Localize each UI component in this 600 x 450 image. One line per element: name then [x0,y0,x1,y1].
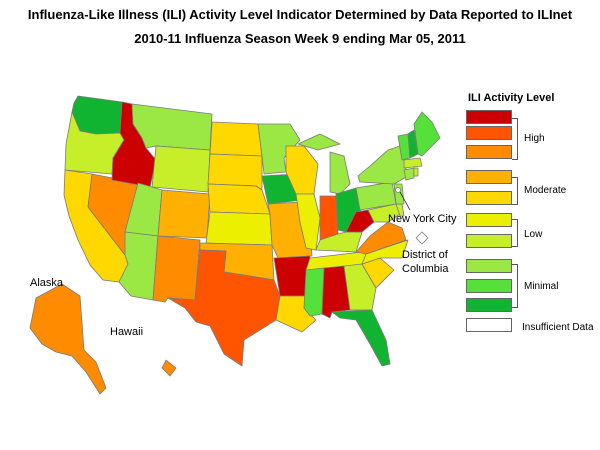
dc-label-line1: District of [402,249,449,261]
state-ct[interactable] [403,167,415,181]
state-ks[interactable] [205,211,273,246]
state-mt[interactable] [131,103,213,151]
state-tx[interactable] [167,249,281,367]
map-title: Influenza-Like Illness (ILI) Activity Le… [27,7,573,22]
legend-swatch-level-6 [466,191,512,205]
legend-swatch-level-8 [466,145,512,159]
state-hi[interactable] [161,359,177,377]
legend-label-low: Low [524,229,543,240]
state-ri[interactable] [413,167,419,177]
legend-label-minimal: Minimal [524,281,559,292]
state-nc[interactable] [361,239,409,265]
legend-swatch-level-2 [466,279,512,293]
legend-swatch-level-0 [466,318,512,332]
legend-bracket-minimal [512,264,518,308]
state-wa[interactable] [71,95,123,135]
legend-label-moderate: Moderate [524,185,567,196]
state-fl[interactable] [331,309,391,367]
legend-title: ILI Activity Level [468,92,555,104]
state-ne[interactable] [207,183,271,215]
state-ms[interactable] [303,267,325,317]
map-subtitle: 2010-11 Influenza Season Week 9 ending M… [134,31,466,46]
nyc-marker[interactable] [395,187,401,193]
state-nm[interactable] [152,235,201,303]
state-in[interactable] [319,195,339,241]
legend-bracket-low [512,219,518,247]
legend-swatch-level-10 [466,110,512,124]
hawaii-label: Hawaii [110,326,143,338]
legend-label-insufficient: Insufficient Data [522,322,594,333]
dc-label-line2: Columbia [402,263,449,275]
legend-bracket-high [512,118,518,160]
state-ak[interactable] [29,283,107,395]
state-co[interactable] [157,189,211,239]
legend-swatch-level-5 [466,213,512,227]
legend-swatch-level-1 [466,298,512,312]
state-ma[interactable] [403,157,423,169]
state-md[interactable] [367,203,401,223]
state-mi[interactable] [329,151,351,195]
state-mi-upper[interactable] [297,133,341,151]
state-ga[interactable] [343,263,377,311]
legend-swatch-level-7 [466,170,512,184]
state-va[interactable] [355,221,407,255]
dc-marker[interactable] [415,231,429,245]
legend-swatch-level-3 [466,259,512,273]
alaska-label: Alaska [30,277,64,289]
nyc-label: New York City [388,213,457,225]
legend-bracket-moderate [512,177,518,205]
nyc-leader-line [399,191,411,211]
state-wy[interactable] [151,145,211,193]
legend-swatch-level-9 [466,126,512,140]
legend-swatch-level-4 [466,234,512,248]
state-nj[interactable] [393,183,405,205]
state-me[interactable] [413,111,441,157]
state-nd[interactable] [209,121,263,157]
legend-label-high: High [524,133,545,144]
state-mn[interactable] [257,123,301,175]
